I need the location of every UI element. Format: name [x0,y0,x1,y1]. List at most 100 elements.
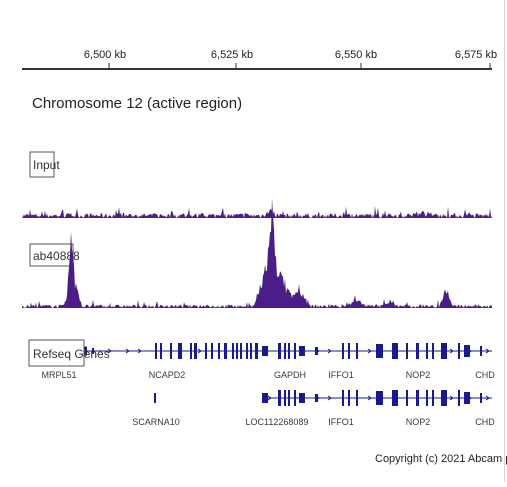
strand-arrow [315,348,320,354]
gene-exon [348,343,350,359]
gene-exon [416,343,419,359]
gene-exon [288,390,290,406]
strand-arrow [367,395,372,401]
gene-exon [342,343,344,359]
gene-exon [342,390,344,406]
gene-label: GAPDH [274,370,306,380]
gene-row-1 [84,343,492,359]
ruler-tick-label: 6,550 kb [335,49,377,61]
gene-exon [458,390,460,406]
gene-label: CHD [475,370,495,380]
gene-exon [155,343,157,359]
strand-arrow [467,348,472,354]
strand-arrow [449,348,454,354]
strand-arrow [315,395,320,401]
gene-exon [416,390,419,406]
strand-arrow [485,395,490,401]
ruler-tick-label: 6,500 kb [84,49,126,61]
gene-exon [284,343,286,359]
region-title: Chromosome 12 (active region) [32,95,242,112]
input-track-label-box [29,151,55,178]
gene-exon [315,347,318,355]
refseq-track-label-box [28,339,85,367]
gene-exon [406,343,408,359]
strand-arrow [485,348,490,354]
ruler-tick-label: 6,525 kb [211,49,253,61]
strand-arrow [367,348,372,354]
gene-label: IFFO1 [328,370,354,380]
gene-exon [432,343,434,359]
gene-exon [232,343,234,359]
ab40888-track: ab40888 [22,197,492,308]
gene-exon [294,390,296,406]
right-edge-divider [504,0,505,482]
gene-exon [84,346,87,356]
gene-exon [262,393,268,403]
gene-label: MRPL51 [41,370,76,380]
copyright-text: Copyright (c) 2021 Abcam plc. [375,453,507,465]
ruler-tick-label: 6,575 kb [455,49,497,61]
gene-exon [190,343,192,359]
gene-exon [458,343,460,359]
gene-exon [92,348,94,354]
gene-exon [480,393,482,403]
gene-exon [464,392,470,404]
gene-exon [288,343,290,359]
gene-exon [218,343,220,359]
gene-exon [160,343,162,359]
coordinate-ruler: 6,500 kb 6,525 kb 6,550 kb 6,575 kb [22,49,497,70]
input-track: Input [22,151,492,218]
gene-exon [348,390,350,406]
gene-exon [432,390,434,406]
gene-exon [262,346,268,356]
gene-exon [441,390,447,406]
gene-label: NOP2 [406,370,431,380]
gene-exon [376,344,383,358]
gene-exon [392,390,398,406]
strand-arrow [467,395,472,401]
gene-exon [294,343,296,359]
input-track-label: Input [33,158,60,172]
gene-exon [278,390,281,406]
gene-exon [299,393,305,403]
gene-label: CHD [475,417,495,427]
gene-exon [376,391,383,405]
strand-arrow [137,348,142,354]
gene-exon [284,390,286,406]
gene-exon [240,343,242,359]
gene-exon [480,346,482,356]
ab40888-track-label-box [29,243,74,267]
gene-exon [178,343,182,359]
gene-exon [250,343,252,359]
gene-label: NCAPD2 [149,370,186,380]
strand-arrow [327,395,332,401]
strand-arrow [107,348,112,354]
strand-arrow [327,348,332,354]
strand-arrow [197,348,202,354]
gene-exon [246,343,248,359]
gene-exon [356,343,358,359]
gene-label: IFFO1 [328,417,354,427]
gene-exon [426,390,428,406]
gene-exon [406,390,408,406]
gene-exon [464,345,470,357]
gene-label: NOP2 [406,417,431,427]
refseq-genes-track: Refseq Genes MRPL51 NCAPD2 GAPDH IFFO1 N… [28,339,495,427]
gene-exon [426,343,428,359]
strand-arrow [267,395,272,401]
gene-exon [299,346,305,356]
gene-label: LOC112268089 [246,417,309,427]
strand-arrow [125,348,130,354]
strand-arrow [449,395,454,401]
refseq-track-label: Refseq Genes [33,347,110,361]
gene-exon [194,343,197,359]
gene-exon [392,343,398,359]
gene-exon [356,390,358,406]
gene-exon [170,343,172,359]
gene-exon [211,343,213,359]
ab40888-signal-trace [22,197,492,308]
gene-exon [315,394,318,402]
gene-exon [441,343,447,359]
